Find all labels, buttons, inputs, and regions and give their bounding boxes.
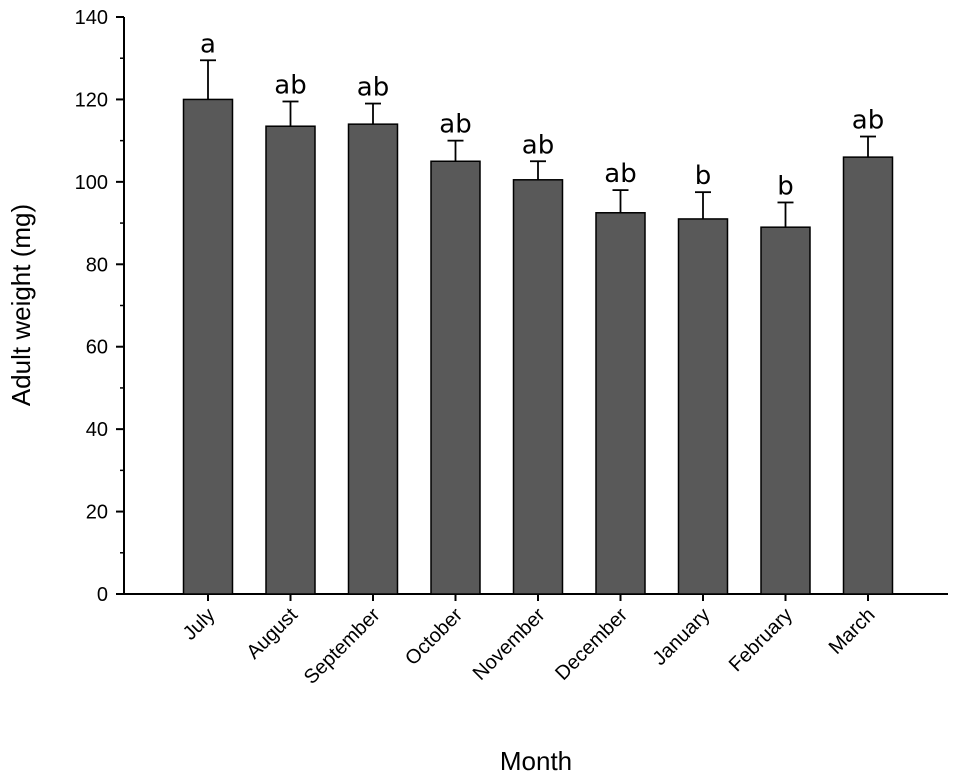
significance-letter: b (695, 161, 712, 191)
bar-february (760, 226, 811, 595)
bar-november (512, 179, 564, 595)
x-tick-label: August (242, 604, 302, 664)
y-tick-label: 20 (86, 502, 108, 524)
significance-letter: ab (439, 110, 471, 140)
x-tick-label: September (300, 604, 385, 689)
y-axis-title: Adult weight (mg) (6, 204, 36, 406)
x-tick-label: December (551, 604, 632, 685)
y-tick-label: 0 (97, 584, 108, 606)
significance-letter: ab (357, 73, 389, 103)
significance-letter: b (777, 171, 794, 201)
bar-september (347, 123, 399, 595)
x-tick-label: July (179, 604, 220, 645)
bar-january (677, 218, 729, 595)
bar-october (430, 160, 481, 595)
bar-july (182, 98, 234, 595)
significance-letters: a ab ab ab ab ab b b ab (200, 29, 884, 201)
error-bars (200, 59, 876, 228)
y-tick-label: 100 (75, 172, 108, 194)
y-axis: 0 20 40 60 80 100 120 140 (75, 7, 125, 606)
bar-august (265, 125, 316, 595)
x-tick-label: November (469, 604, 550, 685)
y-tick-label: 140 (75, 7, 108, 29)
significance-letter: ab (852, 106, 884, 136)
y-tick-label: 80 (86, 254, 108, 276)
x-axis-title: Month (500, 746, 572, 776)
bars (182, 98, 894, 595)
significance-letter: ab (604, 159, 636, 189)
bar-december (595, 212, 646, 595)
x-tick-label: January (649, 604, 715, 670)
significance-letter: a (200, 29, 216, 59)
x-tick-label: February (725, 604, 797, 676)
x-tick-label: March (825, 604, 880, 659)
x-tick-label: October (401, 604, 467, 670)
significance-letter: ab (522, 130, 554, 160)
y-tick-label: 120 (75, 89, 108, 111)
y-tick-label: 60 (86, 337, 108, 359)
significance-letter: ab (274, 70, 306, 100)
y-tick-label: 40 (86, 419, 108, 441)
bar-march (842, 156, 894, 595)
